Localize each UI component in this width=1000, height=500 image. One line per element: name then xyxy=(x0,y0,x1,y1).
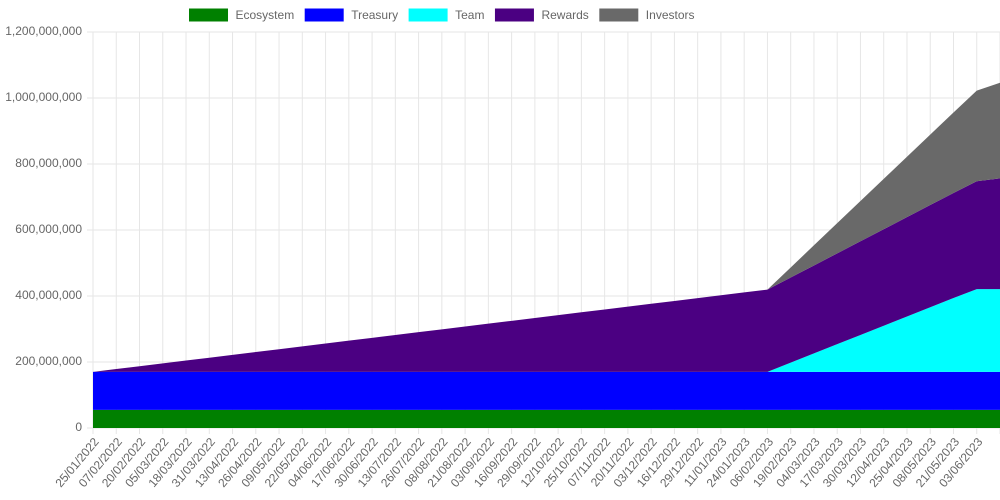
legend-label: Investors xyxy=(646,8,695,22)
legend-swatch xyxy=(303,7,345,23)
y-tick-label: 1,200,000,000 xyxy=(5,24,82,38)
legend-label: Team xyxy=(455,8,484,22)
area xyxy=(93,289,1000,372)
y-tick-label: 800,000,000 xyxy=(15,156,82,170)
area xyxy=(93,371,1000,410)
legend-swatch xyxy=(493,7,535,23)
area xyxy=(93,409,1000,428)
legend: Ecosystem Treasury Team Rewards Investors xyxy=(188,7,695,23)
legend-swatch xyxy=(188,7,230,23)
legend-swatch xyxy=(598,7,640,23)
area xyxy=(93,178,1000,372)
legend-label: Ecosystem xyxy=(236,8,295,22)
legend-label: Treasury xyxy=(351,8,398,22)
y-tick-label: 200,000,000 xyxy=(15,354,82,368)
y-tick-label: 1,000,000,000 xyxy=(5,90,82,104)
legend-label: Rewards xyxy=(541,8,588,22)
y-tick-label: 600,000,000 xyxy=(15,222,82,236)
y-tick-label: 0 xyxy=(75,420,82,434)
y-tick-label: 400,000,000 xyxy=(15,288,82,302)
legend-swatch xyxy=(407,7,449,23)
